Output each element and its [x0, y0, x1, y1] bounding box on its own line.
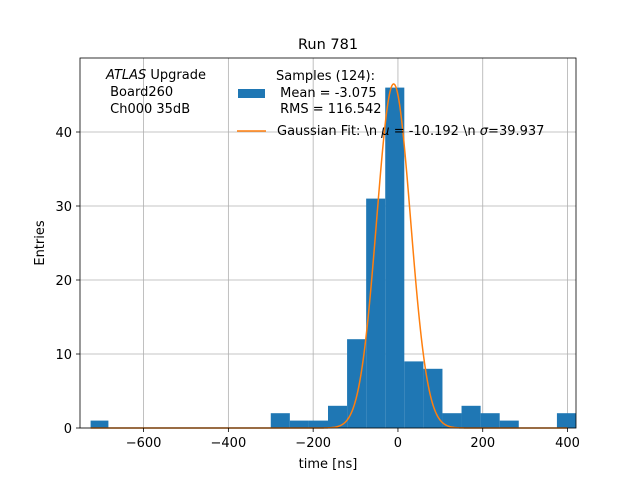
x-axis-ticks: −600 −400 −200 0 200 400 — [126, 428, 580, 451]
histogram-bar — [289, 420, 309, 428]
annotation-line-3: Ch000 35dB — [106, 102, 190, 117]
histogram-bars — [90, 87, 576, 428]
histogram-bar — [366, 198, 386, 428]
x-tick-label: −600 — [126, 436, 162, 451]
atlas-annotation: ATLAS Upgrade Board260 Ch000 35dB — [105, 68, 206, 117]
legend-samples-line-2: Mean = -3.075 — [276, 86, 377, 101]
chart-title: Run 781 — [298, 37, 358, 53]
histogram-bar — [308, 420, 328, 428]
annotation-line-2: Board260 — [106, 85, 173, 100]
y-tick-label: 20 — [55, 274, 72, 289]
histogram-bar — [461, 405, 481, 428]
y-axis-label: Entries — [33, 220, 48, 266]
histogram-bar — [404, 361, 424, 428]
histogram-bar — [270, 413, 290, 428]
annotation-line-1: ATLAS Upgrade — [105, 68, 206, 83]
histogram-bar — [499, 420, 519, 428]
histogram-bar — [347, 339, 367, 428]
plot-frame — [79, 57, 577, 429]
legend-samples-line-3: RMS = 116.542 — [276, 102, 382, 117]
x-tick-label: −200 — [295, 436, 331, 451]
y-tick-label: 30 — [55, 200, 72, 215]
histogram-bar — [385, 87, 405, 428]
legend-gaussian-label: Gaussian Fit: \n μ = -10.192 \n σ=39.937 — [277, 124, 544, 139]
y-tick-label: 10 — [55, 348, 72, 363]
histogram-bar — [90, 420, 109, 428]
histogram-bar — [442, 413, 462, 428]
histogram-bar — [328, 405, 348, 428]
y-tick-label: 40 — [55, 126, 72, 141]
x-tick-label: 200 — [470, 436, 495, 451]
y-axis-ticks: 0 10 20 30 40 — [55, 126, 80, 437]
y-tick-label: 0 — [64, 422, 72, 437]
histogram-bar — [480, 413, 500, 428]
legend-samples-line-1: Samples (124): — [276, 69, 375, 84]
histogram-bar — [556, 413, 576, 428]
legend-swatch-samples — [238, 89, 265, 98]
x-tick-label: 400 — [555, 436, 580, 451]
legend: Samples (124): Mean = -3.075 RMS = 116.5… — [237, 69, 544, 139]
x-axis-label: time [ns] — [299, 457, 358, 472]
x-tick-label: −400 — [211, 436, 247, 451]
x-tick-label: 0 — [394, 436, 402, 451]
